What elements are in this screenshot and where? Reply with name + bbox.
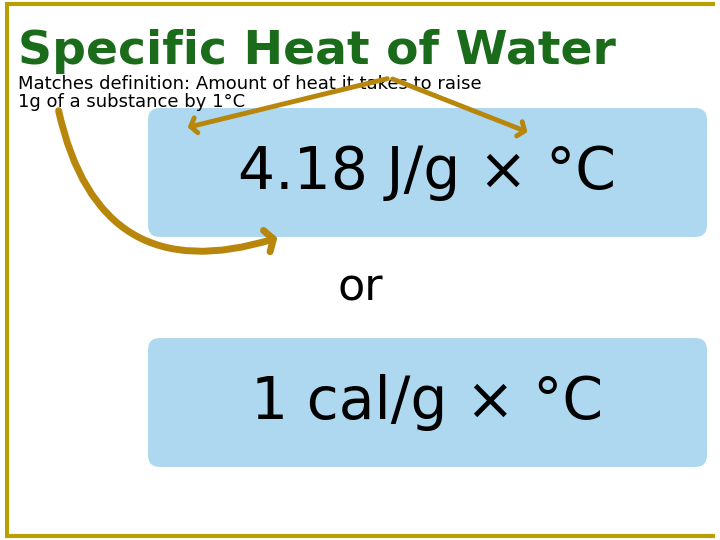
Text: or: or	[337, 267, 383, 309]
Text: Matches definition: Amount of heat it takes to raise: Matches definition: Amount of heat it ta…	[18, 75, 482, 93]
Text: Specific Heat of Water: Specific Heat of Water	[18, 30, 616, 75]
FancyBboxPatch shape	[148, 108, 707, 237]
Text: 1 cal/g × °C: 1 cal/g × °C	[251, 374, 603, 431]
Text: 1g of a substance by 1°C: 1g of a substance by 1°C	[18, 93, 245, 111]
FancyBboxPatch shape	[5, 4, 9, 536]
FancyBboxPatch shape	[148, 338, 707, 467]
Text: 4.18 J/g × °C: 4.18 J/g × °C	[238, 144, 616, 201]
